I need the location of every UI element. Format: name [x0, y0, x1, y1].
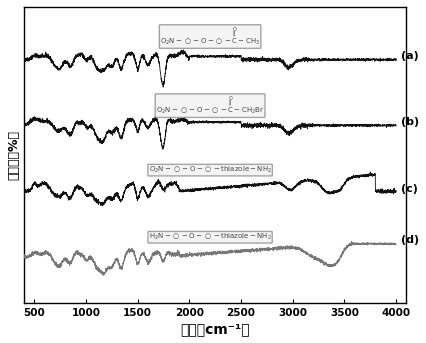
Y-axis label: 透过率（%）: 透过率（%） [7, 130, 20, 180]
Text: $\rm H_2N-\bigcirc-O-\bigcirc-thiazole-NH_2$: $\rm H_2N-\bigcirc-O-\bigcirc-thiazole-N… [148, 232, 271, 243]
Text: (a): (a) [400, 51, 418, 61]
Text: $\rm O_2N-\bigcirc-O-\bigcirc-thiazole-NH_2$: $\rm O_2N-\bigcirc-O-\bigcirc-thiazole-N… [148, 165, 271, 175]
Text: (c): (c) [400, 184, 417, 194]
X-axis label: 波长（cm⁻¹）: 波长（cm⁻¹） [180, 322, 250, 336]
Text: $\rm O_2N-\bigcirc-O-\bigcirc-\overset{O}{\overset{\|}{C}}-CH_2Br$: $\rm O_2N-\bigcirc-O-\bigcirc-\overset{O… [155, 95, 264, 117]
Text: $\rm O_2N-\bigcirc-O-\bigcirc-\overset{O}{\overset{\|}{C}}-CH_3$: $\rm O_2N-\bigcirc-O-\bigcirc-\overset{O… [160, 25, 259, 48]
Text: (d): (d) [400, 235, 418, 245]
Text: (b): (b) [400, 117, 418, 127]
